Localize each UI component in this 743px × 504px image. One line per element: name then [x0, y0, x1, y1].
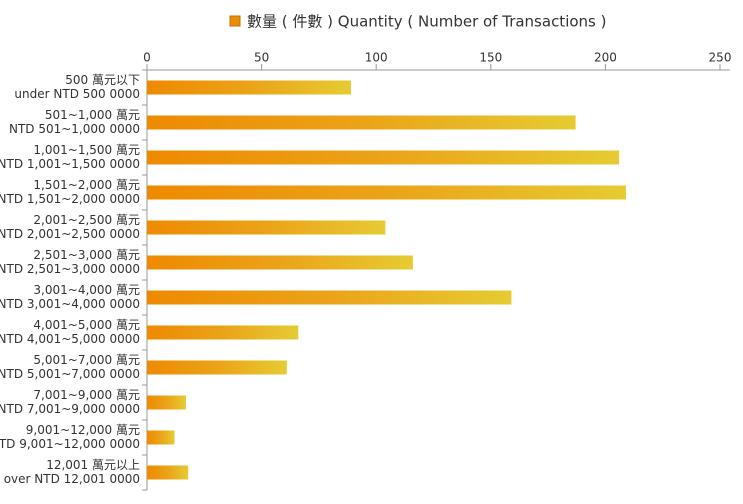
- y-tick-label: NTD 2,501~3,000 0000: [0, 262, 140, 276]
- y-tick-label: NTD 5,001~7,000 0000: [0, 367, 140, 381]
- bar: [147, 255, 413, 270]
- bar: [147, 325, 299, 340]
- bar: [147, 290, 512, 305]
- y-tick-label: 3,001~4,000 萬元: [33, 283, 140, 297]
- bar: [147, 465, 189, 480]
- y-tick-label: 5,001~7,000 萬元: [33, 353, 140, 367]
- bar: [147, 185, 627, 200]
- y-tick-label: NTD 7,001~9,000 0000: [0, 402, 140, 416]
- y-tick-label: NTD 1,001~1,500 0000: [0, 157, 140, 171]
- y-tick-label: NTD 4,001~5,000 0000: [0, 332, 140, 346]
- bar: [147, 360, 287, 375]
- y-tick-label: 12,001 萬元以上: [46, 458, 140, 472]
- y-tick-label: NTD 3,001~4,000 0000: [0, 297, 140, 311]
- bar: [147, 430, 175, 445]
- y-tick-label: over NTD 12,001 0000: [4, 472, 140, 486]
- y-tick-label: 1,501~2,000 萬元: [33, 178, 140, 192]
- bar: [147, 80, 351, 95]
- y-tick-label: 2,001~2,500 萬元: [33, 213, 140, 227]
- y-tick-label: 2,501~3,000 萬元: [33, 248, 140, 262]
- x-tick-label: 200: [594, 51, 617, 65]
- x-tick-label: 50: [254, 51, 269, 65]
- y-tick-label: NTD 501~1,000 0000: [9, 122, 140, 136]
- x-tick-label: 250: [709, 51, 732, 65]
- bar: [147, 115, 576, 130]
- y-tick-label: NTD 1,501~2,000 0000: [0, 192, 140, 206]
- y-tick-label: NTD 2,001~2,500 0000: [0, 227, 140, 241]
- x-tick-label: 100: [365, 51, 388, 65]
- y-tick-label: 1,001~1,500 萬元: [33, 143, 140, 157]
- y-tick-label: NTD 9,001~12,000 0000: [0, 437, 140, 451]
- y-tick-label: 500 萬元以下: [65, 73, 140, 87]
- y-tick-label: under NTD 500 0000: [14, 87, 140, 101]
- legend-label: 數量 ( 件數 ) Quantity ( Number of Transacti…: [247, 13, 606, 31]
- y-tick-label: 501~1,000 萬元: [45, 108, 140, 122]
- x-tick-label: 150: [479, 51, 502, 65]
- bar: [147, 220, 386, 235]
- y-tick-label: 7,001~9,000 萬元: [33, 388, 140, 402]
- bar: [147, 150, 620, 165]
- legend-swatch: [229, 15, 241, 27]
- y-tick-label: 4,001~5,000 萬元: [33, 318, 140, 332]
- x-tick-label: 0: [143, 51, 151, 65]
- y-tick-label: 9,001~12,000 萬元: [26, 423, 140, 437]
- bar: [147, 395, 186, 410]
